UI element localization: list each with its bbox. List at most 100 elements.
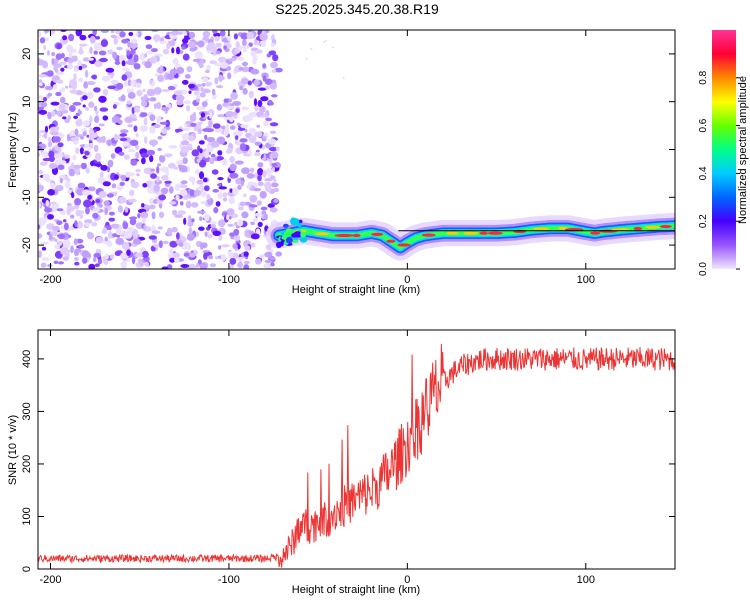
- noise-blob: [57, 261, 64, 265]
- noise-blob: [93, 129, 97, 133]
- noise-blob: [264, 251, 273, 258]
- spectrogram-x-tick-label: 100: [577, 274, 595, 286]
- noise-blob: [240, 77, 249, 85]
- noise-blob: [264, 213, 268, 221]
- noise-blob: [102, 115, 109, 121]
- noise-blob: [143, 94, 148, 100]
- noise-blob: [122, 221, 129, 230]
- noise-blob: [191, 218, 195, 223]
- noise-blob: [220, 125, 226, 129]
- noise-blob: [57, 240, 63, 246]
- noise-blob: [237, 185, 242, 190]
- noise-blob: [129, 139, 139, 146]
- noise-blob: [74, 257, 79, 261]
- noise-blob: [254, 49, 263, 54]
- noise-blob: [273, 198, 279, 203]
- noise-blob: [232, 101, 242, 106]
- noise-blob: [110, 30, 115, 34]
- noise-blob: [158, 194, 167, 201]
- noise-blob: [129, 189, 135, 196]
- noise-blob: [234, 48, 241, 54]
- noise-blob: [91, 75, 97, 79]
- noise-blob: [153, 124, 161, 129]
- snr-x-tick-label: -200: [39, 574, 61, 586]
- noise-blob: [103, 200, 111, 207]
- noise-blob: [199, 148, 203, 154]
- noise-blob: [39, 37, 46, 44]
- noise-blob: [56, 208, 64, 212]
- noise-blob: [44, 30, 50, 33]
- noise-blob: [248, 90, 254, 99]
- noise-blob: [243, 260, 250, 265]
- signal-onset-blob: [285, 228, 292, 233]
- noise-blob: [67, 189, 72, 194]
- noise-blob: [175, 239, 184, 244]
- spectrogram-x-label: Height of straight line (km): [292, 284, 420, 296]
- noise-blob: [218, 235, 223, 241]
- noise-blob: [54, 69, 59, 73]
- noise-blob: [100, 30, 109, 34]
- noise-blob: [100, 164, 109, 171]
- noise-blob: [86, 231, 93, 238]
- noise-blob: [44, 257, 50, 262]
- noise-blob: [253, 79, 261, 86]
- noise-blob: [204, 69, 210, 74]
- noise-blob: [199, 216, 203, 221]
- signal-onset-blob: [298, 219, 303, 224]
- noise-region: [38, 30, 345, 269]
- noise-blob: [156, 199, 164, 204]
- noise-blob: [235, 41, 240, 49]
- noise-blob: [213, 206, 219, 214]
- noise-blob: [150, 168, 156, 172]
- noise-blob: [174, 214, 183, 218]
- noise-blob: [38, 201, 41, 209]
- noise-blob: [40, 262, 47, 268]
- noise-blob: [87, 91, 94, 100]
- noise-blob: [94, 36, 101, 40]
- noise-blob: [196, 93, 200, 100]
- noise-blob: [148, 204, 156, 210]
- noise-blob: [111, 183, 117, 189]
- noise-blob: [130, 80, 136, 87]
- noise-blob: [67, 57, 74, 64]
- noise-blob: [125, 60, 135, 65]
- noise-blob: [239, 143, 246, 152]
- noise-blob: [197, 40, 205, 48]
- noise-blob: [156, 175, 160, 183]
- colorbar-gradient: [712, 30, 736, 269]
- noise-blob: [185, 200, 192, 209]
- noise-blob: [214, 77, 219, 85]
- chart-title: S225.2025.345.20.38.R19: [275, 1, 439, 17]
- noise-blob: [69, 105, 76, 112]
- noise-blob: [252, 188, 262, 192]
- noise-blob: [230, 92, 238, 100]
- noise-blob: [174, 256, 180, 264]
- noise-blob: [144, 136, 148, 144]
- noise-blob: [127, 79, 132, 87]
- noise-blob: [64, 181, 71, 189]
- noise-blob: [223, 98, 229, 104]
- noise-blob: [88, 133, 95, 141]
- noise-blob: [159, 121, 168, 125]
- noise-blob: [74, 198, 82, 206]
- noise-blob: [153, 184, 161, 192]
- noise-blob: [218, 56, 227, 63]
- noise-blob: [53, 260, 59, 264]
- noise-blob: [70, 245, 74, 254]
- noise-blob: [214, 35, 220, 42]
- noise-blob: [222, 197, 228, 202]
- noise-blob: [124, 116, 134, 124]
- noise-blob: [73, 67, 79, 73]
- noise-blob: [153, 103, 157, 110]
- noise-blob: [146, 180, 152, 186]
- noise-blob: [133, 54, 139, 63]
- noise-blob: [203, 252, 208, 260]
- noise-blob: [217, 177, 224, 181]
- noise-blob: [121, 242, 130, 250]
- noise-blob: [190, 122, 197, 127]
- noise-blob: [47, 111, 52, 120]
- noise-blob: [178, 165, 188, 173]
- noise-blob: [193, 189, 201, 197]
- noise-blob: [264, 260, 273, 263]
